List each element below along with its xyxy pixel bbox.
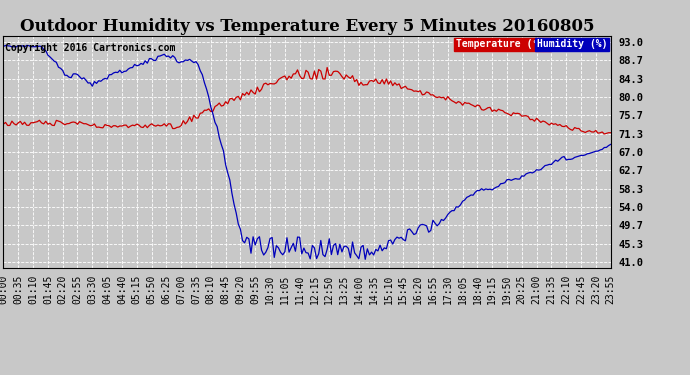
Text: Humidity (%): Humidity (%) bbox=[537, 39, 607, 49]
Text: Copyright 2016 Cartronics.com: Copyright 2016 Cartronics.com bbox=[5, 43, 175, 52]
Title: Outdoor Humidity vs Temperature Every 5 Minutes 20160805: Outdoor Humidity vs Temperature Every 5 … bbox=[20, 18, 594, 36]
Text: Temperature (°F): Temperature (°F) bbox=[456, 39, 550, 49]
